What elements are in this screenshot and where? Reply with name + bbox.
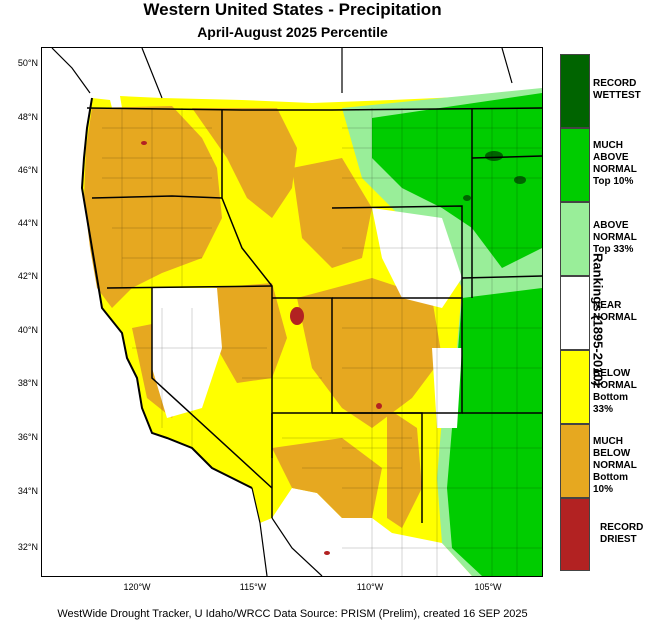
coastline (80, 97, 253, 489)
lat-label: 38°N (17, 378, 38, 388)
legend-label: MUCH BELOW NORMAL Bottom 10% (593, 436, 637, 495)
mexico-outline (251, 487, 323, 576)
legend-label: RECORD DRIEST (600, 522, 644, 545)
near-normal-regions (152, 208, 462, 428)
legend-entry-record-wettest: RECORD WETTEST (560, 54, 645, 128)
legend-entry-record-driest: RECORD DRIEST (560, 498, 645, 571)
canada-outline (51, 48, 513, 99)
record-driest-spots (141, 141, 382, 555)
legend-swatch (560, 498, 590, 571)
legend-entry-much-below-normal: MUCH BELOW NORMAL Bottom 10% (560, 424, 645, 498)
lat-label: 40°N (17, 325, 38, 335)
map-title: Western United States - Precipitation (143, 0, 442, 19)
state-borders (86, 107, 542, 523)
lon-label: 110°W (356, 582, 384, 592)
legend-swatch (560, 350, 590, 424)
legend-swatch (560, 54, 590, 128)
map-canvas (42, 48, 542, 576)
legend-label: BELOW NORMAL Bottom 33% (593, 368, 637, 415)
legend-label: MUCH ABOVE NORMAL Top 10% (593, 140, 637, 187)
legend-entry-much-above-normal: MUCH ABOVE NORMAL Top 10% (560, 128, 645, 202)
lat-label: 32°N (17, 542, 38, 552)
legend-entry-below-normal: BELOW NORMAL Bottom 33% (560, 350, 645, 424)
footer-credits: WestWide Drought Tracker, U Idaho/WRCC D… (57, 608, 528, 620)
legend-label: RECORD WETTEST (593, 78, 641, 101)
lat-label: 48°N (17, 112, 38, 122)
lon-label: 120°W (123, 582, 151, 592)
lat-label: 44°N (17, 218, 38, 228)
legend-title: Rankings (1895-2010) (590, 253, 606, 386)
lon-label: 105°W (474, 582, 502, 592)
lat-label: 42°N (17, 271, 38, 281)
legend: RECORD WETTEST MUCH ABOVE NORMAL Top 10%… (560, 54, 645, 571)
legend-label: ABOVE NORMAL Top 33% (593, 220, 637, 255)
lon-label: 115°W (239, 582, 267, 592)
legend-swatch (560, 276, 590, 350)
legend-swatch (560, 202, 590, 276)
legend-entry-above-normal: ABOVE NORMAL Top 33% (560, 202, 645, 276)
lat-label: 34°N (17, 486, 38, 496)
legend-label: NEAR NORMAL (593, 300, 637, 323)
lat-label: 46°N (17, 165, 38, 175)
precipitation-map (41, 47, 543, 577)
legend-entry-near-normal: NEAR NORMAL (560, 276, 645, 350)
legend-swatch (560, 128, 590, 202)
map-subtitle: April-August 2025 Percentile (197, 24, 388, 40)
much-above-normal-regions (372, 93, 542, 576)
legend-swatch (560, 424, 590, 498)
lat-label: 36°N (17, 432, 38, 442)
county-borders (102, 108, 542, 576)
lat-label: 50°N (17, 58, 38, 68)
